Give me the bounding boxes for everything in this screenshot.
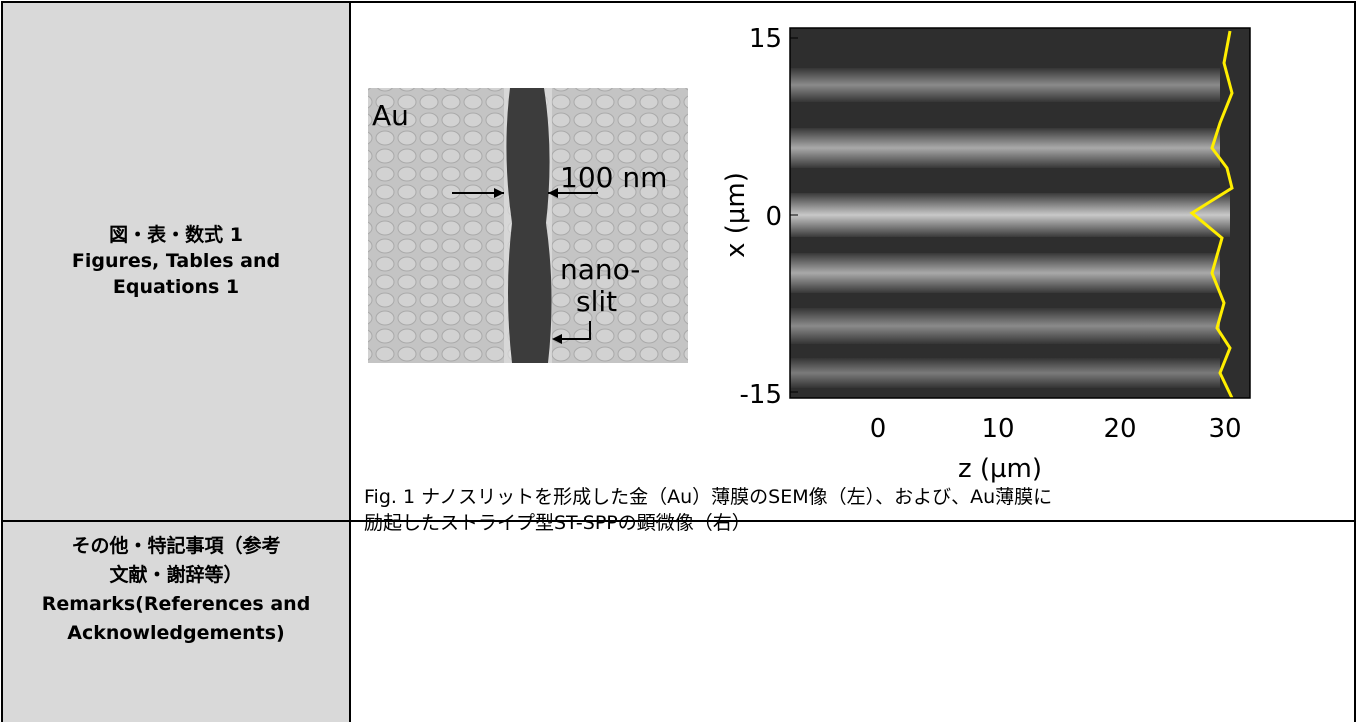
axis-label: x (µm): [721, 172, 751, 258]
sem-label: nano-: [560, 253, 640, 286]
border: [1354, 1, 1356, 722]
sem-label: 100 nm: [560, 161, 667, 194]
label-cell: 図・表・数式 1 Figures, Tables and Equations 1: [2, 2, 350, 520]
caption-line: 励起したストライプ型ST-SPPの顕微像（右）: [364, 508, 751, 535]
caption-line: Fig. 1 ナノスリットを形成した金（Au）薄膜のSEM像（左）、および、Au…: [364, 482, 1052, 509]
sem-image: Au 100 nm nano- slit: [368, 88, 688, 363]
table: 図・表・数式 1 Figures, Tables and Equations 1…: [0, 0, 1357, 722]
y-tick-label: 0: [765, 202, 782, 232]
y-tick-label: -15: [740, 380, 782, 410]
sem-label: Au: [372, 99, 409, 132]
axis-label: z (µm): [958, 454, 1042, 484]
x-tick-label: 20: [1103, 414, 1136, 444]
figure: Au 100 nm nano- slit 15 0 -15 0 10 20 30…: [352, 3, 1352, 519]
sem-label: slit: [576, 285, 617, 318]
page: 図・表・数式 1 Figures, Tables and Equations 1…: [0, 0, 1357, 722]
border: [349, 1, 351, 722]
x-tick-label: 30: [1208, 414, 1241, 444]
label-line: Equations 1: [2, 274, 350, 300]
x-tick-label: 10: [981, 414, 1014, 444]
label-line: 図・表・数式 1: [2, 222, 350, 248]
label-line: Acknowledgements): [2, 619, 350, 648]
x-tick-label: 0: [870, 414, 887, 444]
border: [1, 1, 3, 722]
label-cell: その他・特記事項（参考 文献・謝辞等） Remarks(References a…: [2, 522, 350, 722]
microscope-image: 15 0 -15 0 10 20 30 z (µm) x (µm): [721, 24, 1250, 484]
label-line: Remarks(References and: [2, 590, 350, 619]
y-tick-label: 15: [749, 24, 782, 54]
label-line: Figures, Tables and: [2, 248, 350, 274]
label-line: その他・特記事項（参考: [2, 532, 350, 561]
label-line: 文献・謝辞等）: [2, 561, 350, 590]
